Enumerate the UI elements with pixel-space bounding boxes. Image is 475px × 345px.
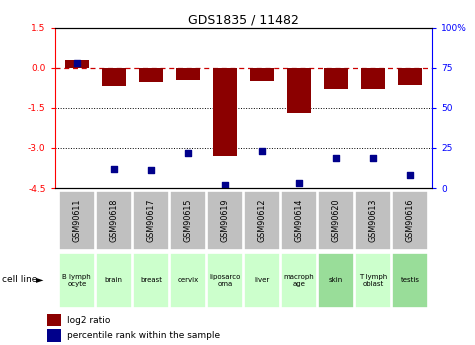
Bar: [133, 253, 169, 308]
Text: percentile rank within the sample: percentile rank within the sample: [67, 331, 220, 340]
Text: ►: ►: [36, 275, 44, 284]
Point: [147, 168, 155, 173]
Text: breast: breast: [140, 277, 162, 283]
Bar: [170, 253, 206, 308]
Bar: [59, 191, 95, 249]
Bar: [392, 253, 428, 308]
Point: [406, 172, 414, 178]
Point: [295, 180, 303, 186]
Bar: [176, 68, 200, 80]
Text: brain: brain: [105, 277, 123, 283]
Text: GSM90613: GSM90613: [369, 198, 378, 241]
Bar: [47, 314, 61, 326]
Text: liposarco
oma: liposarco oma: [209, 274, 241, 287]
Text: GSM90614: GSM90614: [294, 198, 304, 241]
Bar: [170, 191, 206, 249]
Text: liver: liver: [254, 277, 270, 283]
Text: GSM90618: GSM90618: [109, 198, 118, 241]
Text: testis: testis: [400, 277, 419, 283]
Bar: [207, 253, 243, 308]
Bar: [361, 68, 385, 89]
Bar: [139, 68, 163, 82]
Bar: [250, 68, 274, 81]
Bar: [47, 329, 61, 342]
Bar: [355, 253, 391, 308]
Point: [184, 150, 192, 156]
Bar: [96, 253, 132, 308]
Bar: [281, 253, 317, 308]
Bar: [281, 191, 317, 249]
Text: GSM90619: GSM90619: [220, 198, 229, 242]
Text: GSM90616: GSM90616: [406, 198, 415, 241]
Text: GSM90620: GSM90620: [332, 198, 341, 242]
Bar: [287, 68, 311, 113]
Point: [110, 166, 118, 171]
Bar: [392, 191, 428, 249]
Bar: [355, 191, 391, 249]
Title: GDS1835 / 11482: GDS1835 / 11482: [188, 13, 299, 27]
Point: [369, 155, 377, 160]
Text: macroph
age: macroph age: [284, 274, 314, 287]
Bar: [244, 253, 280, 308]
Bar: [102, 68, 126, 86]
Text: cervix: cervix: [177, 277, 199, 283]
Bar: [65, 60, 89, 68]
Text: skin: skin: [329, 277, 343, 283]
Text: GSM90615: GSM90615: [183, 198, 192, 242]
Text: GSM90612: GSM90612: [257, 198, 266, 242]
Bar: [244, 191, 280, 249]
Point: [258, 148, 266, 154]
Bar: [318, 191, 354, 249]
Text: GSM90617: GSM90617: [146, 198, 155, 242]
Point: [73, 60, 81, 66]
Bar: [318, 253, 354, 308]
Text: log2 ratio: log2 ratio: [67, 316, 110, 325]
Text: cell line: cell line: [2, 275, 38, 284]
Bar: [133, 191, 169, 249]
Text: GSM90611: GSM90611: [72, 198, 81, 241]
Point: [332, 155, 340, 160]
Bar: [96, 191, 132, 249]
Point: [221, 182, 229, 188]
Bar: [324, 68, 348, 89]
Bar: [207, 191, 243, 249]
Text: B lymph
ocyte: B lymph ocyte: [63, 274, 91, 287]
Bar: [59, 253, 95, 308]
Bar: [398, 68, 422, 85]
Bar: [213, 68, 237, 156]
Text: T lymph
oblast: T lymph oblast: [359, 274, 387, 287]
